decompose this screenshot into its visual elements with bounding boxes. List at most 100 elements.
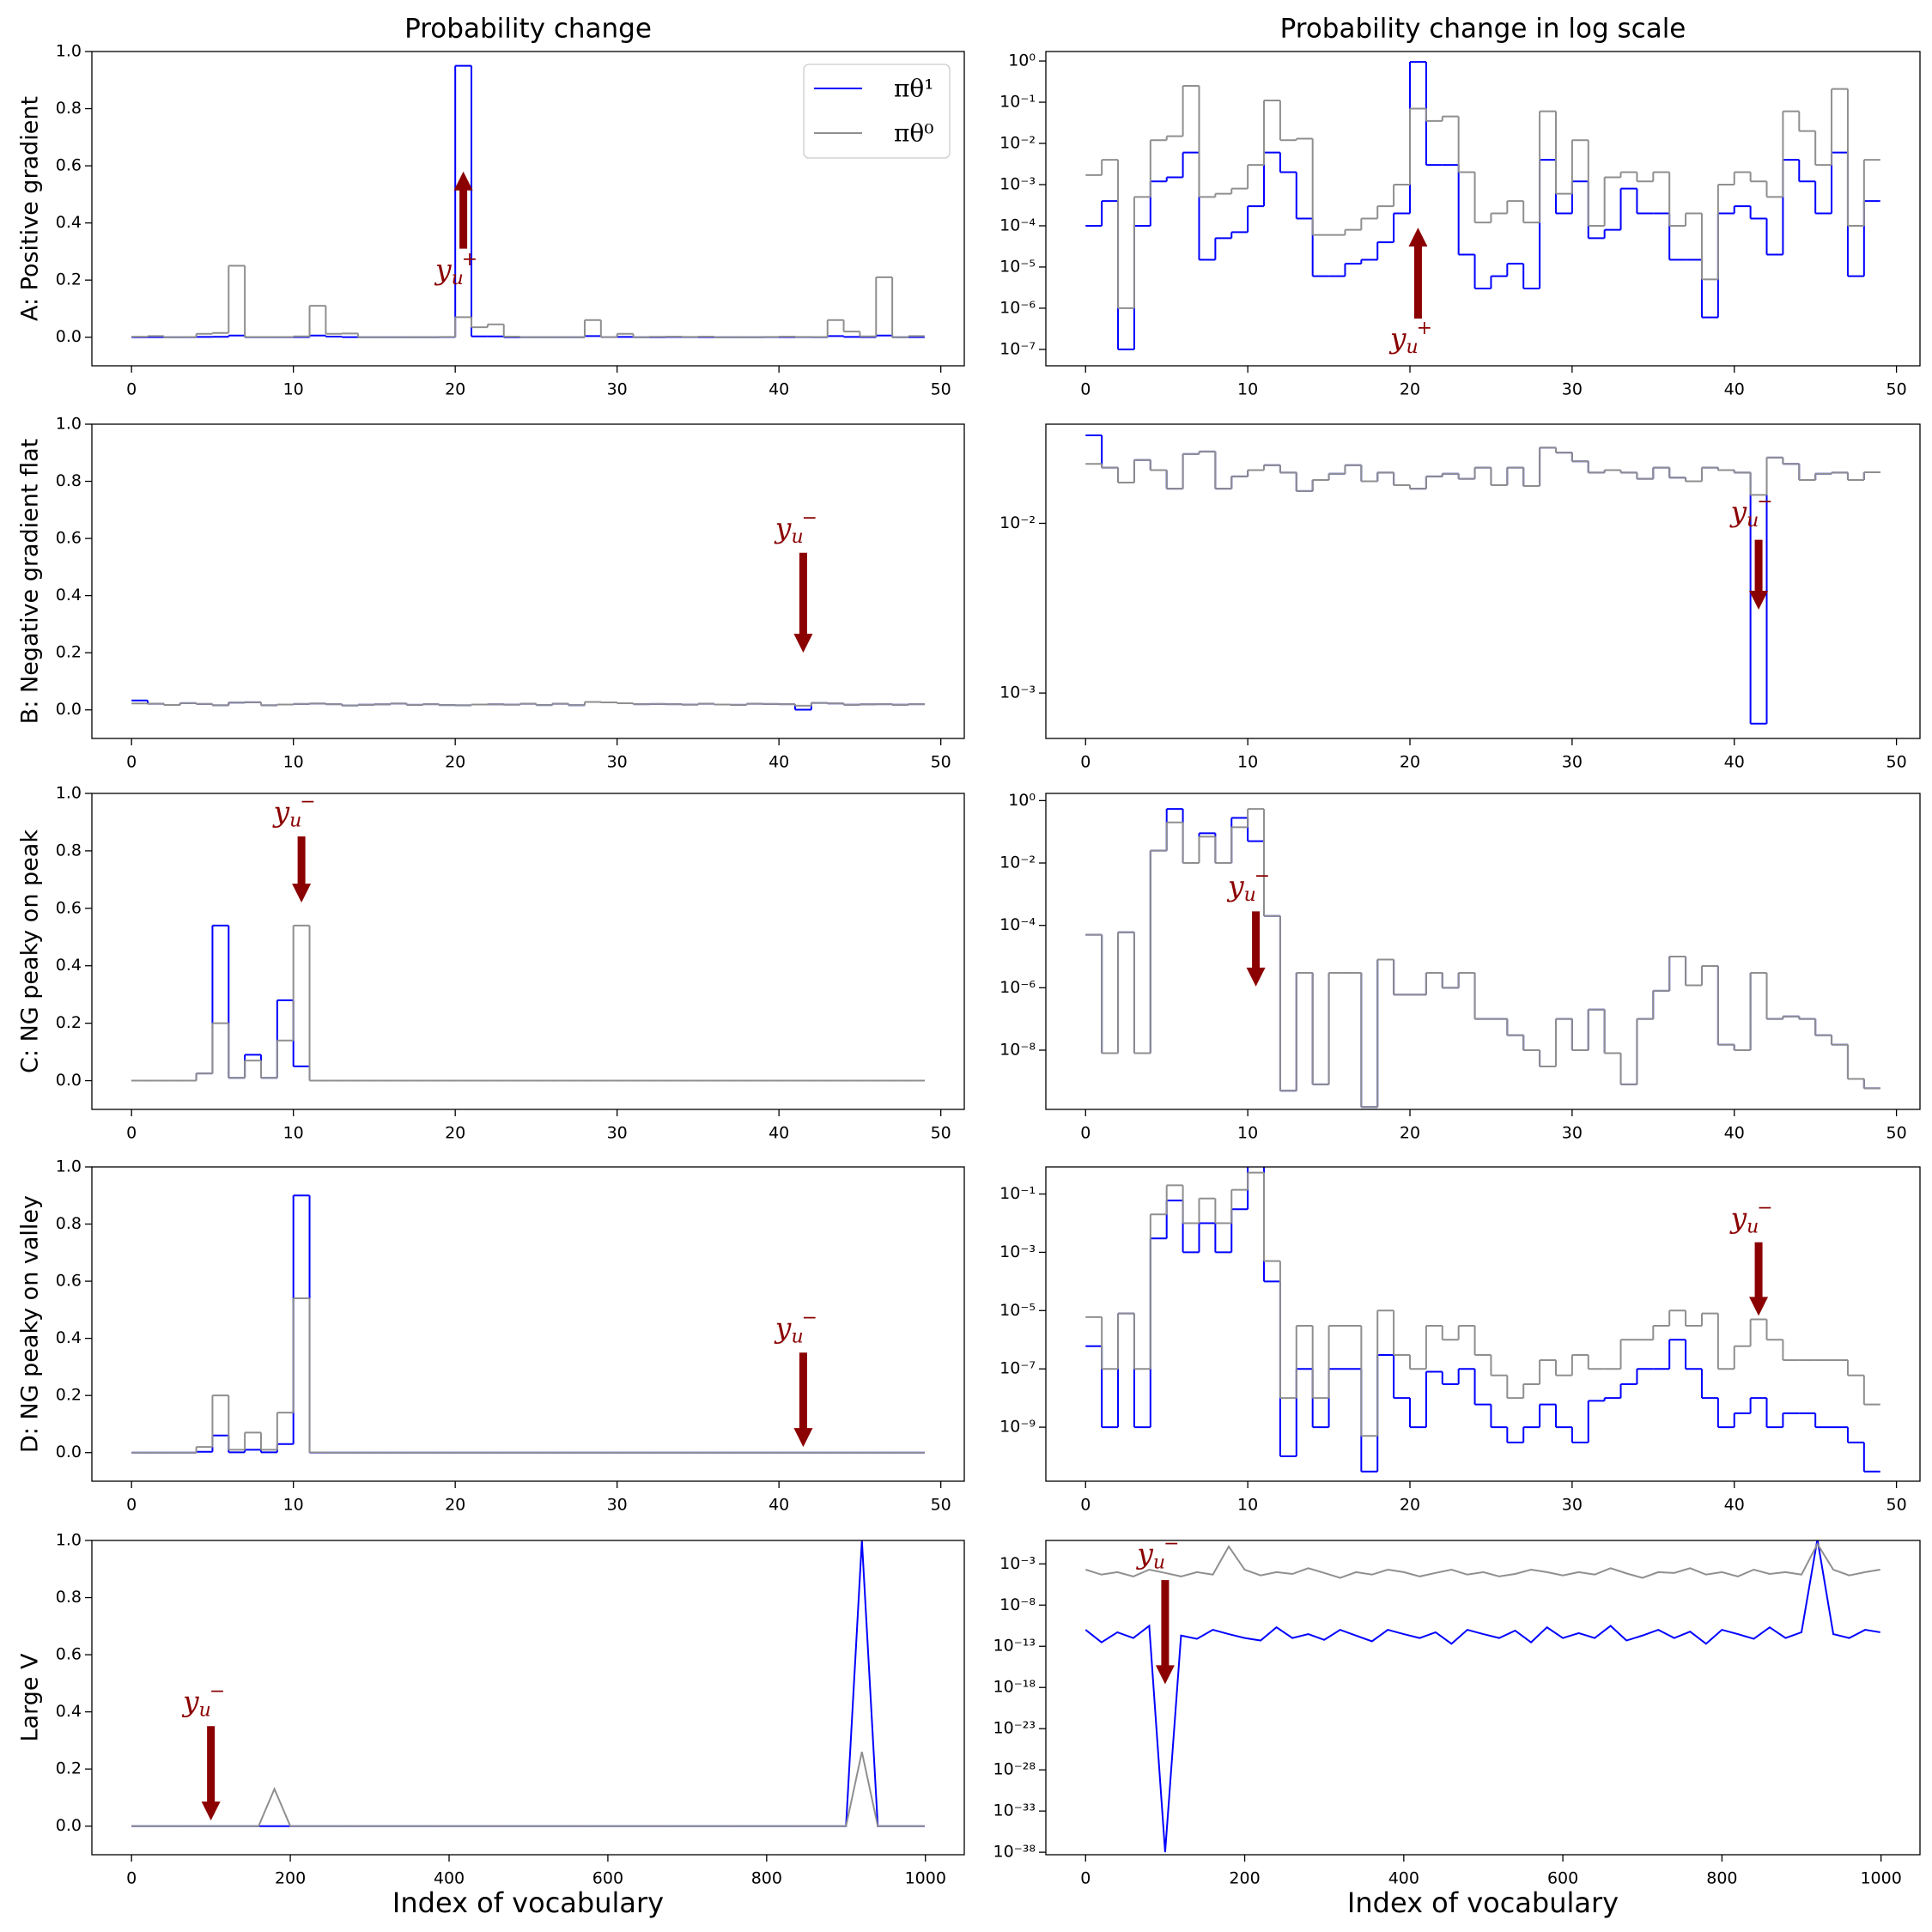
x-tick-label: 0 (126, 753, 137, 772)
annotation-text: y (271, 794, 289, 828)
axes-frame (91, 1540, 965, 1856)
plot-area (1085, 808, 1880, 1109)
x-tick-label: 600 (592, 1869, 623, 1888)
x-tick-label: 0 (126, 380, 137, 399)
annotation-arrowhead (793, 1428, 813, 1448)
x-tick-label: 40 (1724, 1496, 1745, 1515)
annotation-label: yu− (1135, 1533, 1179, 1573)
x-tick-label: 10 (283, 380, 304, 399)
plot-area (1085, 1167, 1880, 1473)
annotation-text: y (181, 1685, 199, 1718)
y-tick-label: 1.0 (56, 784, 82, 803)
annotation-sub: u (791, 526, 803, 548)
x-tick-label: 0 (126, 1124, 137, 1143)
y-tick-label: 10⁻⁶ (999, 978, 1036, 997)
annotation-label: yu− (1728, 491, 1772, 532)
y-tick-label: 0.0 (56, 1443, 82, 1461)
x-tick-label: 400 (1388, 1869, 1419, 1888)
x-tick-label: 1000 (905, 1869, 946, 1888)
y-tick-label: 10⁻²⁸ (993, 1760, 1036, 1779)
annotation-sup: − (802, 507, 817, 529)
y-tick-label: 0.0 (56, 327, 82, 346)
annotation-sub: u (199, 1700, 211, 1722)
legend: πθ¹ πθ⁰ (803, 64, 951, 159)
axes-frame (1045, 1166, 1921, 1482)
x-tick-label: 40 (1724, 753, 1745, 772)
x-tick-label: 30 (607, 1124, 628, 1143)
x-tick-label: 10 (283, 1496, 304, 1515)
x-tick-label: 0 (126, 1869, 137, 1888)
annotation-text: y (774, 1311, 792, 1345)
x-tick-label: 200 (275, 1869, 306, 1888)
y-tick-label: 10⁻² (999, 134, 1036, 153)
x-tick-label: 20 (445, 1124, 465, 1143)
y-tick-label: 10⁻¹ (999, 93, 1036, 112)
plot-area (131, 1194, 925, 1454)
y-tick-label: 1.0 (56, 1531, 82, 1550)
series-line (1084, 1542, 1880, 1579)
x-tick-label: 10 (1237, 380, 1258, 399)
y-tick-label: 0.4 (56, 956, 82, 975)
y-tick-label: 10⁻⁸ (999, 1040, 1036, 1059)
y-axis-label: A: Positive gradient (17, 96, 44, 321)
panel: 0 10 20 30 40 50 10⁰ 10⁻² 10⁻⁴ 10⁻⁶ 10⁻⁸ yu− (999, 791, 1921, 1143)
annotation-label: yu− (181, 1681, 225, 1722)
y-axis-label: D: NG peaky on valley (17, 1195, 44, 1453)
annotation-sub: u (791, 1327, 803, 1348)
y-tick-label: 1.0 (56, 1157, 82, 1176)
x-tick-label: 30 (607, 753, 628, 772)
x-tick-label: 40 (1724, 1124, 1745, 1143)
y-tick-label: 0.4 (56, 586, 82, 605)
panel: 0 10 20 30 40 50 10⁻¹ 10⁻³ 10⁻⁵ 10⁻⁷ 10⁻⁹ yu− (999, 1166, 1921, 1515)
x-tick-label: 30 (607, 380, 628, 399)
x-tick-label: 10 (283, 753, 304, 772)
x-tick-label: 0 (1080, 380, 1091, 399)
y-tick-label: 10⁻³³ (993, 1801, 1036, 1820)
axes-frame (91, 423, 965, 739)
y-tick-label: 0.4 (56, 1328, 82, 1347)
step-riser (1101, 62, 1865, 349)
annotation-sup: + (1417, 318, 1432, 339)
x-tick-label: 40 (1724, 380, 1745, 399)
y-tick-label: 10⁻³ (999, 683, 1036, 702)
y-tick-label: 0.6 (56, 1645, 82, 1664)
x-tick-label: 40 (769, 753, 789, 772)
x-tick-label: 40 (769, 1496, 789, 1515)
annotation-sup: − (1757, 491, 1772, 513)
annotation-text: y (1135, 1536, 1153, 1570)
y-axis-label: C: NG peaky on peak (17, 829, 44, 1073)
y-tick-label: 10⁰ (1008, 791, 1036, 810)
y-tick-label: 10⁻⁷ (999, 339, 1036, 358)
annotation-text: y (1388, 321, 1406, 355)
axes-frame (1045, 51, 1921, 367)
axes-frame (91, 51, 965, 367)
annotation-sub: u (452, 268, 464, 289)
x-tick-label: 20 (445, 753, 465, 772)
y-tick-label: 0.4 (56, 213, 82, 232)
annotation-sup: − (1255, 866, 1270, 887)
y-tick-label: 10⁻³ (999, 1242, 1036, 1261)
annotation-arrowhead (1749, 591, 1769, 611)
x-tick-label: 50 (1886, 1496, 1907, 1515)
annotation-arrowhead (201, 1801, 221, 1821)
annotation-arrowhead (1408, 228, 1428, 247)
x-tick-label: 50 (931, 1496, 951, 1515)
annotation-label: yu+ (1388, 318, 1432, 358)
step-riser (1101, 85, 1865, 308)
y-tick-label: 10⁻⁶ (999, 298, 1036, 317)
annotation-label: yu− (774, 1308, 817, 1348)
plot-area (131, 924, 925, 1082)
y-tick-label: 0.2 (56, 1759, 82, 1778)
annotation-sub: u (1747, 1217, 1759, 1238)
x-tick-label: 0 (1080, 1869, 1091, 1888)
y-tick-label: 0.0 (56, 1071, 82, 1090)
y-tick-label: 0.6 (56, 1272, 82, 1291)
x-tick-label: 20 (1400, 380, 1420, 399)
annotation-arrowhead (1155, 1665, 1175, 1685)
x-tick-label: 0 (126, 1496, 137, 1515)
annotation-sup: − (1163, 1533, 1179, 1554)
x-tick-label: 800 (751, 1869, 782, 1888)
x-tick-label: 600 (1547, 1869, 1578, 1888)
x-tick-label: 30 (1562, 753, 1583, 772)
